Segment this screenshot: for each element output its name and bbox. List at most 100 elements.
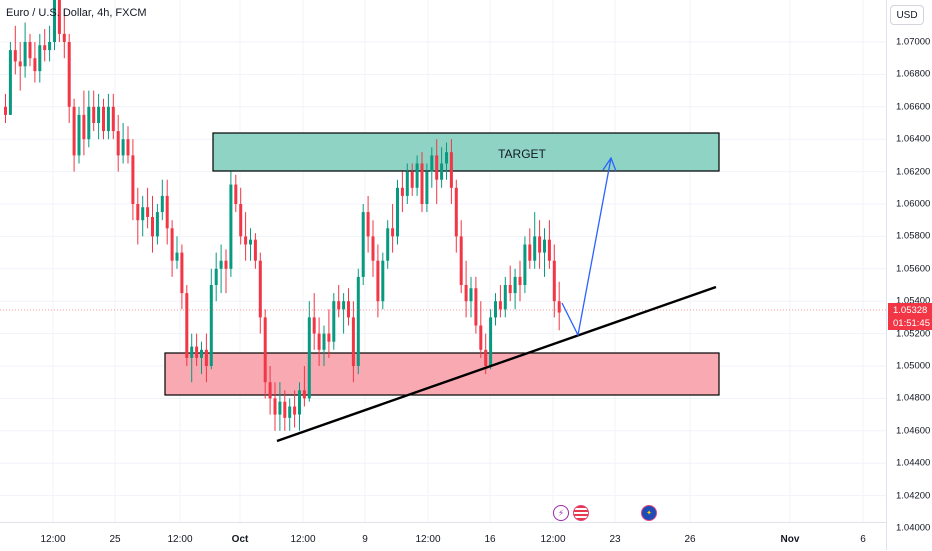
candle-body bbox=[38, 45, 42, 72]
candle-body bbox=[82, 114, 86, 140]
price-tick-label: 1.05400 bbox=[896, 295, 931, 307]
candle-body bbox=[253, 239, 257, 261]
projection-path[interactable] bbox=[561, 157, 612, 338]
price-tick-label: 1.06000 bbox=[896, 198, 931, 210]
candle-body bbox=[126, 139, 130, 156]
candle-body bbox=[464, 285, 468, 302]
candle-body bbox=[72, 106, 76, 156]
candle-body bbox=[381, 260, 385, 302]
time-tick-label: 12:00 bbox=[167, 534, 193, 545]
projection-arrowhead bbox=[602, 156, 617, 172]
candle-body bbox=[322, 333, 326, 350]
candle-body bbox=[288, 406, 292, 418]
price-tick-label: 1.06800 bbox=[896, 68, 931, 80]
target-label: TARGET bbox=[498, 147, 546, 161]
candle-body bbox=[283, 401, 287, 418]
candle-body bbox=[405, 171, 409, 196]
candle-body bbox=[170, 228, 174, 261]
price-tick-label: 1.06600 bbox=[896, 101, 931, 113]
candle-body bbox=[200, 349, 203, 358]
candle-body bbox=[317, 333, 321, 350]
candle-body bbox=[425, 171, 429, 204]
time-tick-label: 12:00 bbox=[540, 534, 566, 545]
price-tick-label: 1.06200 bbox=[896, 166, 931, 178]
candle-body bbox=[4, 106, 7, 115]
time-axis[interactable] bbox=[0, 522, 886, 551]
candle-body bbox=[219, 260, 223, 269]
candle-body bbox=[111, 106, 115, 132]
candle-body bbox=[146, 207, 150, 217]
time-tick-label: Oct bbox=[231, 534, 249, 545]
candle-body bbox=[494, 301, 497, 318]
candle-body bbox=[479, 325, 483, 350]
currency-button[interactable]: USD bbox=[890, 5, 924, 25]
current-price-value: 1.05328 bbox=[893, 305, 928, 316]
candle-body bbox=[268, 382, 272, 399]
candle-body bbox=[48, 42, 52, 51]
candle-body bbox=[190, 346, 194, 358]
time-tick-label: 16 bbox=[484, 534, 496, 545]
candle-body bbox=[449, 152, 453, 188]
price-chart[interactable] bbox=[0, 0, 886, 522]
candle-body bbox=[33, 58, 37, 72]
candle-body bbox=[489, 317, 493, 366]
candle-body bbox=[136, 204, 140, 221]
candle-body bbox=[391, 228, 395, 237]
price-tick-label: 1.05200 bbox=[896, 328, 931, 340]
candle-body bbox=[67, 42, 71, 107]
candle-body bbox=[155, 212, 159, 237]
candle-body bbox=[342, 301, 346, 310]
us-flag-icon[interactable] bbox=[573, 505, 589, 521]
candle-body bbox=[62, 33, 66, 42]
candle-body bbox=[396, 187, 399, 237]
candle-body bbox=[258, 260, 262, 318]
candle-body bbox=[302, 390, 306, 399]
support-zone[interactable] bbox=[164, 352, 720, 396]
candle-body bbox=[547, 239, 551, 261]
symbol-title[interactable]: Euro / U.S. Dollar, 4h, FXCM bbox=[6, 7, 147, 19]
candle-body bbox=[18, 61, 22, 67]
candle-body bbox=[165, 195, 169, 229]
price-tick-label: 1.04600 bbox=[896, 425, 931, 437]
candle-body bbox=[229, 184, 233, 269]
candle-body bbox=[151, 216, 154, 237]
candle-body bbox=[366, 212, 370, 237]
eu-flag-icon[interactable]: ✦ bbox=[641, 505, 657, 521]
time-tick-label: 25 bbox=[109, 534, 121, 545]
candle-body bbox=[307, 317, 311, 399]
support-trendline[interactable] bbox=[276, 285, 717, 443]
candle-body bbox=[180, 252, 184, 294]
candle-body bbox=[351, 317, 355, 366]
candle-body bbox=[224, 260, 228, 269]
price-tick-label: 1.05000 bbox=[896, 360, 931, 372]
candle-body bbox=[371, 236, 375, 261]
candle-body bbox=[263, 317, 267, 383]
target-zone[interactable] bbox=[212, 132, 720, 172]
price-axis[interactable] bbox=[886, 0, 932, 550]
candle-body bbox=[386, 228, 390, 261]
candle-body bbox=[92, 106, 96, 123]
candle-body bbox=[557, 301, 561, 313]
time-tick-label: 12:00 bbox=[40, 534, 66, 545]
lightning-icon[interactable]: ⚡ bbox=[553, 505, 569, 521]
time-tick-label: 12:00 bbox=[415, 534, 441, 545]
candle-body bbox=[195, 346, 199, 358]
candle-body bbox=[538, 236, 542, 253]
candle-body bbox=[116, 131, 120, 156]
candle-body bbox=[440, 163, 444, 180]
candle-body bbox=[214, 268, 218, 285]
candle-body bbox=[141, 207, 145, 221]
candle-body bbox=[484, 349, 488, 366]
candle-body bbox=[356, 276, 360, 366]
candle-body bbox=[185, 293, 189, 358]
candle-body bbox=[508, 285, 512, 294]
candle-body bbox=[249, 239, 252, 245]
candle-body bbox=[244, 236, 248, 245]
chart-area[interactable]: Euro / U.S. Dollar, 4h, FXCM TARGET bbox=[0, 0, 886, 522]
candle-body bbox=[121, 139, 125, 156]
candle-body bbox=[97, 106, 101, 123]
time-tick-label: 12:00 bbox=[290, 534, 316, 545]
candle-body bbox=[523, 244, 527, 285]
candle-body bbox=[332, 301, 336, 342]
candle-body bbox=[293, 406, 297, 415]
